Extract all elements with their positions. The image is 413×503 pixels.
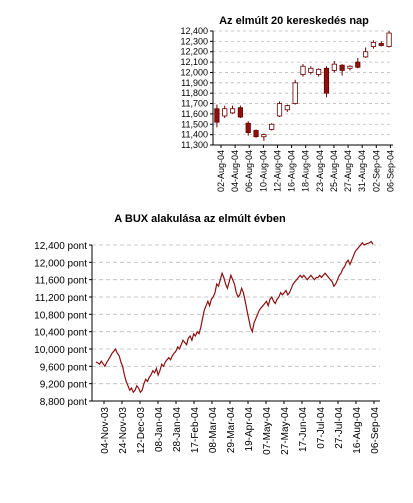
y-tick-label: 8,800 pont: [40, 397, 87, 408]
y-tick-label: 11,700: [181, 99, 208, 109]
x-tick-label: 24-Nov-03: [118, 407, 129, 454]
x-tick-label: 07-Jul-04: [316, 407, 327, 449]
y-tick-label: 11,400: [181, 130, 208, 140]
candle-body: [308, 67, 314, 73]
series-line: [95, 240, 374, 394]
x-tick-label: 27-Jul-04: [334, 407, 345, 449]
candle-body: [214, 108, 220, 123]
candle-body: [339, 64, 345, 71]
x-tick-label: 04-Aug-04: [230, 150, 240, 192]
y-tick-label: 12,400: [180, 26, 208, 36]
x-tick-label: 06-Sep-04: [385, 150, 395, 192]
y-tick-label: 10,400 pont: [34, 328, 87, 339]
y-tick-label: 11,300: [181, 140, 208, 150]
x-tick-label: 17-Feb-04: [190, 407, 201, 454]
x-tick-label: 28-Jan-04: [172, 407, 183, 452]
x-tick-label: 29-Mar-04: [226, 407, 237, 454]
candle-body: [261, 134, 267, 138]
candle-body: [378, 43, 384, 46]
candle-body: [355, 61, 361, 68]
candle-body: [222, 108, 228, 117]
y-tick-label: 12,000: [180, 67, 208, 77]
x-tick-label: 19-Apr-04: [244, 407, 255, 452]
candle-body: [269, 123, 275, 130]
y-tick-label: 9,200 pont: [40, 380, 87, 391]
chart-title: A BUX alakulása az elmúlt évben: [114, 213, 286, 225]
y-tick-label: 11,500: [181, 119, 208, 129]
x-axis: 02-Aug-04 04-Aug-04 06-Aug-04 10-Aug-04 12-A…: [216, 145, 395, 192]
y-axis: 11,30011,40011,50011,60011,70011,80011,9…: [180, 26, 213, 150]
x-tick-label: 02-Sep-04: [371, 150, 381, 192]
candle-body: [300, 65, 306, 75]
candle-body: [229, 108, 236, 114]
line-chart: A BUX alakulása az elmúlt évben 12,400 p…: [34, 213, 381, 455]
x-tick-label: 27-May-04: [280, 407, 291, 455]
y-tick-label: 10,800 pont: [34, 310, 87, 321]
candle-body: [331, 63, 337, 71]
x-tick-label: 31-Aug-04: [357, 150, 367, 192]
x-tick-label: 06-Aug-04: [244, 150, 254, 192]
x-tick-label: 27-Aug-04: [343, 150, 353, 192]
x-tick-label: 17-Jun-04: [298, 407, 309, 452]
x-tick-label: 08-Jan-04: [154, 407, 165, 452]
x-tick-label: 16-Aug-04: [287, 150, 297, 192]
y-tick-label: 11,800: [181, 88, 208, 98]
candle-body: [253, 130, 259, 138]
y-tick-label: 11,600 pont: [35, 276, 87, 287]
grid: [213, 30, 393, 146]
candle-body: [284, 105, 290, 111]
x-tick-label: 04-Nov-03: [100, 407, 111, 454]
y-tick-label: 12,000 pont: [34, 258, 87, 269]
candle-body: [386, 32, 392, 47]
y-tick-label: 11,200 pont: [35, 293, 87, 304]
x-tick-label: 12-Dec-03: [136, 407, 147, 454]
x-tick-label: 07-May-04: [262, 407, 273, 455]
y-tick-label: 12,400 pont: [34, 241, 87, 252]
x-tick-label: 25-Aug-04: [329, 150, 339, 192]
candle-body: [292, 82, 298, 104]
y-tick-label: 10,000 pont: [34, 345, 87, 356]
candle-body: [363, 51, 369, 58]
y-tick-label: 11,900: [181, 78, 208, 88]
candle-body: [347, 65, 353, 69]
candle-body: [323, 67, 330, 94]
candle-body: [276, 103, 283, 117]
y-tick-label: 12,300: [180, 36, 208, 46]
candle-body: [237, 107, 243, 118]
x-axis: 04-Nov-03 24-Nov-03 12-Dec-03 08-Jan-04 28-J…: [100, 401, 381, 455]
x-tick-label: 16-Aug-04: [352, 407, 363, 454]
grid: [92, 244, 380, 402]
chart-title: Az elmúlt 20 kereskedés nap: [219, 15, 369, 27]
candle-body: [245, 122, 251, 133]
x-tick-label: 23-Aug-04: [315, 150, 325, 192]
y-tick-label: 9,600 pont: [40, 362, 87, 373]
x-tick-label: 06-Sep-04: [370, 407, 381, 454]
candles: [214, 31, 392, 141]
x-tick-label: 12-Aug-04: [272, 150, 282, 192]
y-tick-label: 11,600: [181, 109, 208, 119]
x-tick-label: 08-Mar-04: [208, 407, 219, 454]
candle-body: [370, 42, 377, 47]
y-axis: 12,400 pont 12,000 pont 11,600 pont 11,200 …: [34, 241, 92, 408]
x-tick-label: 10-Aug-04: [258, 150, 268, 192]
candlestick-chart: Az elmúlt 20 kereskedés nap 11,30011,400…: [180, 15, 395, 192]
candle-body: [316, 68, 322, 75]
y-tick-label: 12,100: [180, 57, 208, 67]
y-tick-label: 12,200: [180, 47, 208, 57]
x-tick-label: 02-Aug-04: [216, 150, 226, 192]
x-tick-label: 18-Aug-04: [301, 150, 311, 192]
